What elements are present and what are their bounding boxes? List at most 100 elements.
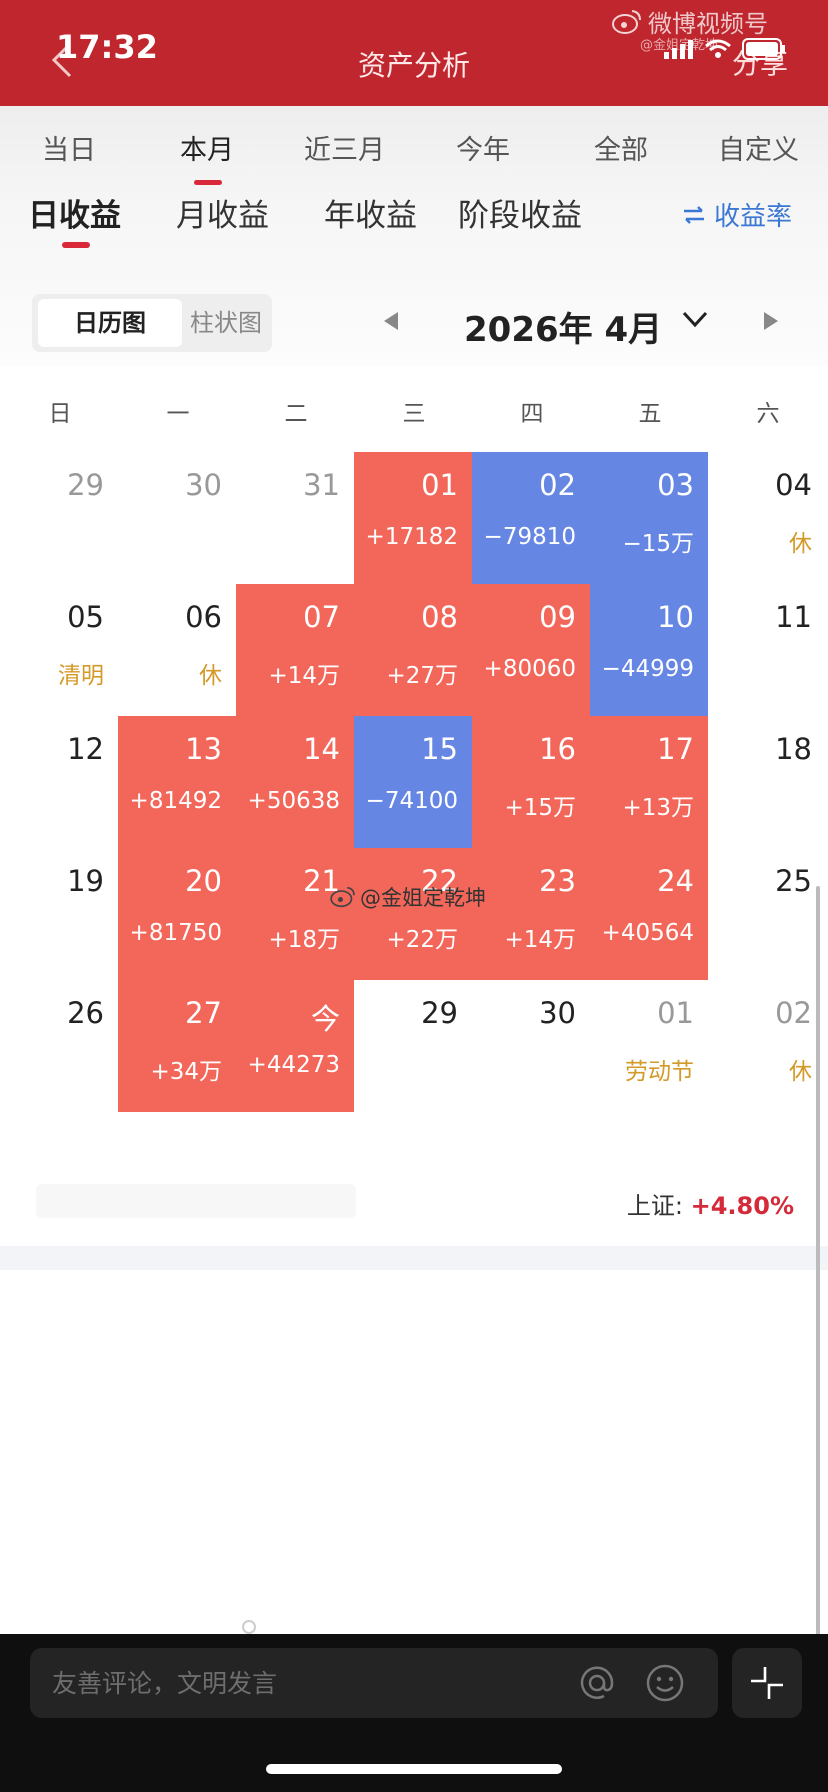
calendar-day-cell[interactable]: 08 +27万 <box>354 584 472 716</box>
weekday-fri: 五 <box>638 401 662 427</box>
calendar-day-cell[interactable]: 25 <box>708 848 826 980</box>
calendar-day-cell[interactable]: 20 +81750 <box>118 848 236 980</box>
calendar-day-return: +81492 <box>129 788 222 814</box>
calendar-day-return: −79810 <box>483 524 576 550</box>
back-arrow-icon[interactable] <box>48 40 78 80</box>
calendar-day-cell[interactable]: 10 −44999 <box>590 584 708 716</box>
chevron-down-icon[interactable] <box>682 306 708 332</box>
weekday-mon: 一 <box>166 401 190 427</box>
calendar-day-cell[interactable]: 今 +44273 <box>236 980 354 1112</box>
calendar-day-number: 今 <box>310 1002 340 1036</box>
calendar-day-number: 06 <box>185 600 222 634</box>
tab-today[interactable]: 当日 <box>42 135 96 166</box>
calendar-day-number: 05 <box>67 600 104 634</box>
calendar-holiday-label: 休 <box>789 531 812 557</box>
calendar-day-cell[interactable]: 18 <box>708 716 826 848</box>
calendar-day-cell[interactable]: 22 +22万 <box>354 848 472 980</box>
calendar-day-cell[interactable]: 26 <box>0 980 118 1112</box>
weibo-logo-icon <box>330 886 355 908</box>
calendar-day-cell[interactable]: 29 <box>0 452 118 584</box>
calendar-day-cell[interactable]: 19 <box>0 848 118 980</box>
calendar-day-number: 14 <box>303 732 340 766</box>
calendar-day-cell[interactable]: 12 <box>0 716 118 848</box>
calendar-day-cell[interactable]: 04 休 <box>708 452 826 584</box>
tab-period-return[interactable]: 阶段收益 <box>458 198 582 234</box>
calendar-day-cell[interactable]: 24 +40564 <box>590 848 708 980</box>
calendar-day-number: 29 <box>421 996 458 1030</box>
scrollbar[interactable] <box>816 886 820 1636</box>
next-month-icon[interactable] <box>764 312 778 330</box>
at-mention-icon[interactable] <box>578 1664 616 1702</box>
calendar-day-cell[interactable]: 27 +34万 <box>118 980 236 1112</box>
calendar-day-number: 24 <box>657 864 694 898</box>
watermark-middle: @金姐定乾坤 <box>330 882 486 912</box>
calendar-day-cell[interactable]: 31 <box>236 452 354 584</box>
tab-all[interactable]: 全部 <box>594 135 648 166</box>
calendar-day-number: 13 <box>185 732 222 766</box>
tab-monthly-return[interactable]: 月收益 <box>176 198 269 234</box>
calendar-day-cell[interactable]: 01 +17182 <box>354 452 472 584</box>
prev-month-icon[interactable] <box>384 312 398 330</box>
calendar-day-cell[interactable]: 02 休 <box>708 980 826 1112</box>
calendar-view-button[interactable]: 日历图 <box>38 299 182 347</box>
tab-three-months[interactable]: 近三月 <box>304 135 385 166</box>
calendar-day-return: −74100 <box>365 788 458 814</box>
calendar-holiday-label: 休 <box>789 1059 812 1085</box>
bar-view-button[interactable]: 柱状图 <box>190 309 262 337</box>
battery-icon <box>742 38 785 60</box>
calendar-day-return: +81750 <box>129 920 222 946</box>
calendar-day-return: +22万 <box>386 927 458 953</box>
calendar-day-number: 10 <box>657 600 694 634</box>
tab-this-month[interactable]: 本月 <box>180 135 234 166</box>
calendar-day-cell[interactable]: 06 休 <box>118 584 236 716</box>
expand-button[interactable] <box>732 1648 802 1718</box>
calendar-day-return: +27万 <box>386 663 458 689</box>
calendar-day-cell[interactable]: 09 +80060 <box>472 584 590 716</box>
calendar-day-cell[interactable]: 14 +50638 <box>236 716 354 848</box>
weekday-sat: 六 <box>756 401 780 427</box>
tab-daily-return[interactable]: 日收益 <box>28 198 121 234</box>
watermark-top-sub: @金姐定乾坤 <box>639 38 718 53</box>
calendar-day-return: +44273 <box>247 1052 340 1078</box>
calendar-day-cell[interactable]: 21 +18万 <box>236 848 354 980</box>
tab-yearly-return[interactable]: 年收益 <box>324 198 417 234</box>
emoji-icon[interactable] <box>644 1662 686 1704</box>
calendar-day-number: 19 <box>67 864 104 898</box>
calendar-day-cell[interactable]: 11 <box>708 584 826 716</box>
metric-tab-indicator <box>62 242 90 248</box>
calendar-holiday-label: 清明 <box>58 663 104 689</box>
calendar-day-cell[interactable]: 02 −79810 <box>472 452 590 584</box>
calendar-day-number: 01 <box>421 468 458 502</box>
calendar-day-cell[interactable]: 13 +81492 <box>118 716 236 848</box>
calendar-day-return: −15万 <box>622 531 694 557</box>
blurred-area <box>36 1184 356 1218</box>
tab-this-year[interactable]: 今年 <box>456 135 510 166</box>
month-label[interactable]: 2026年 4月 <box>464 310 663 350</box>
calendar-day-cell[interactable]: 29 <box>354 980 472 1112</box>
calendar-day-number: 30 <box>185 468 222 502</box>
calendar-day-return: −44999 <box>601 656 694 682</box>
calendar-day-cell[interactable]: 17 +13万 <box>590 716 708 848</box>
index-summary: 上证: +4.80% <box>627 1186 794 1221</box>
comment-input[interactable] <box>52 1666 492 1700</box>
calendar-day-cell[interactable]: 15 −74100 <box>354 716 472 848</box>
calendar-day-cell[interactable]: 30 <box>118 452 236 584</box>
rate-toggle[interactable]: 收益率 <box>682 196 792 233</box>
weekday-thu: 四 <box>520 401 544 427</box>
calendar-day-cell[interactable]: 03 −15万 <box>590 452 708 584</box>
calendar-day-cell[interactable]: 01 劳动节 <box>590 980 708 1112</box>
tab-custom[interactable]: 自定义 <box>718 135 799 166</box>
calendar-day-return: +40564 <box>601 920 694 946</box>
calendar-day-cell[interactable]: 30 <box>472 980 590 1112</box>
calendar-day-cell[interactable]: 07 +14万 <box>236 584 354 716</box>
calendar-day-cell[interactable]: 16 +15万 <box>472 716 590 848</box>
calendar-day-cell[interactable]: 23 +14万 <box>472 848 590 980</box>
calendar-day-number: 12 <box>67 732 104 766</box>
calendar-day-number: 01 <box>657 996 694 1030</box>
rate-toggle-label: 收益率 <box>713 202 792 232</box>
calendar-day-number: 03 <box>657 468 694 502</box>
calendar-day-number: 30 <box>539 996 576 1030</box>
calendar-day-cell[interactable]: 05 清明 <box>0 584 118 716</box>
weekday-tue: 二 <box>284 401 308 427</box>
calendar-day-number: 21 <box>303 864 340 898</box>
